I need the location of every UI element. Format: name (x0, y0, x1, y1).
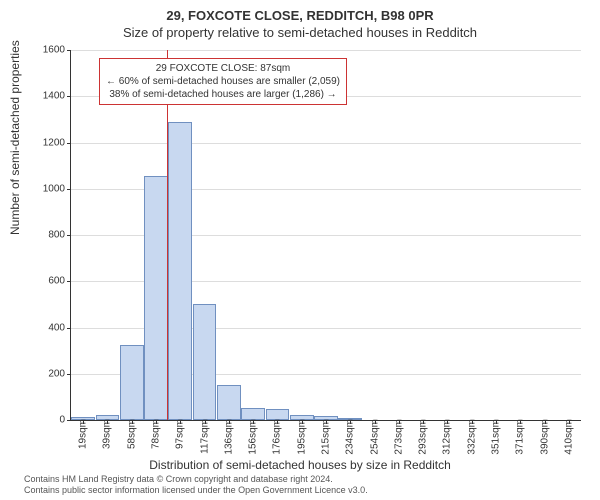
histogram-bar (217, 385, 241, 420)
annotation-line: ← 60% of semi-detached houses are smalle… (106, 75, 340, 88)
x-tick-label: 254sqm (369, 419, 380, 455)
y-tick-label: 400 (31, 322, 65, 333)
x-tick-label: 273sqm (393, 419, 404, 455)
histogram-bar (144, 176, 168, 420)
x-tick-label: 312sqm (442, 419, 453, 455)
x-tick-label: 19sqm (78, 419, 89, 449)
x-tick-label: 351sqm (491, 419, 502, 455)
x-tick-label: 390sqm (539, 419, 550, 455)
x-tick-label: 371sqm (515, 419, 526, 455)
x-tick-label: 176sqm (272, 419, 283, 455)
y-tick (67, 143, 71, 144)
y-tick (67, 374, 71, 375)
chart-title-main: 29, FOXCOTE CLOSE, REDDITCH, B98 0PR (0, 0, 600, 23)
y-tick-label: 0 (31, 415, 65, 426)
x-axis-title: Distribution of semi-detached houses by … (0, 458, 600, 472)
x-tick-label: 234sqm (345, 419, 356, 455)
x-tick-label: 39sqm (102, 419, 113, 449)
footer-attribution: Contains HM Land Registry data © Crown c… (24, 474, 368, 496)
x-tick-label: 117sqm (199, 419, 210, 454)
y-tick-label: 200 (31, 368, 65, 379)
y-tick-label: 1200 (31, 137, 65, 148)
y-tick-label: 600 (31, 276, 65, 287)
histogram-bar (168, 122, 192, 420)
histogram-bar (193, 304, 217, 420)
x-tick-label: 410sqm (563, 419, 574, 455)
y-tick (67, 420, 71, 421)
grid-line (71, 50, 581, 51)
y-tick-label: 1600 (31, 45, 65, 56)
chart-plot-area: 0200400600800100012001400160019sqm39sqm5… (70, 50, 581, 421)
y-tick (67, 235, 71, 236)
marker-line (167, 50, 168, 420)
y-tick-label: 1000 (31, 183, 65, 194)
x-tick-label: 136sqm (223, 419, 234, 455)
annotation-box: 29 FOXCOTE CLOSE: 87sqm← 60% of semi-det… (99, 58, 347, 105)
x-tick-label: 332sqm (466, 419, 477, 455)
y-axis-title: Number of semi-detached properties (8, 40, 22, 235)
y-tick (67, 50, 71, 51)
x-tick-label: 293sqm (418, 419, 429, 455)
x-tick-label: 78sqm (151, 419, 162, 449)
y-tick (67, 189, 71, 190)
grid-line (71, 143, 581, 144)
y-tick-label: 1400 (31, 91, 65, 102)
x-tick-label: 215sqm (321, 419, 332, 455)
footer-line-1: Contains HM Land Registry data © Crown c… (24, 474, 368, 485)
y-tick (67, 281, 71, 282)
x-tick-label: 97sqm (175, 419, 186, 449)
y-tick (67, 96, 71, 97)
x-tick-label: 195sqm (296, 419, 307, 455)
chart-title-sub: Size of property relative to semi-detach… (0, 23, 600, 44)
y-tick-label: 800 (31, 230, 65, 241)
x-tick-label: 58sqm (126, 419, 137, 449)
annotation-line: 29 FOXCOTE CLOSE: 87sqm (106, 62, 340, 75)
annotation-line: 38% of semi-detached houses are larger (… (106, 88, 340, 101)
footer-line-2: Contains public sector information licen… (24, 485, 368, 496)
y-tick (67, 328, 71, 329)
x-tick-label: 156sqm (248, 419, 259, 455)
histogram-bar (120, 345, 144, 420)
